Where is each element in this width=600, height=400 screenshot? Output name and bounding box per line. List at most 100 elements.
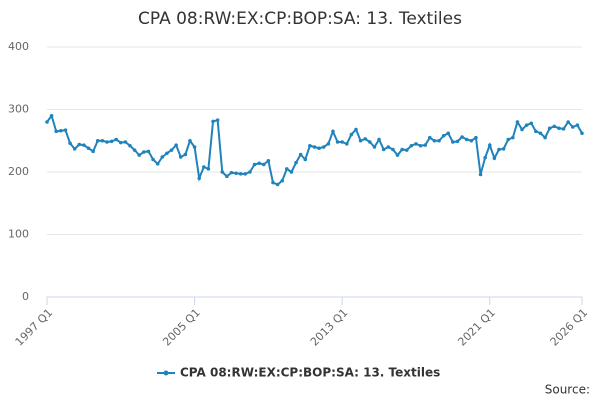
point: [118, 140, 123, 145]
point: [95, 138, 100, 143]
point: [72, 147, 77, 151]
point: [331, 129, 335, 134]
point: [326, 142, 331, 146]
x-tick-label: 2026 Q1: [548, 306, 591, 349]
point: [261, 162, 266, 167]
point: [570, 125, 575, 129]
point: [529, 121, 534, 126]
point: [220, 170, 225, 174]
point: [303, 157, 308, 162]
point: [497, 147, 501, 152]
point: [234, 171, 238, 176]
point: [340, 140, 344, 144]
point: [377, 137, 381, 142]
point: [469, 138, 474, 143]
point: [174, 143, 178, 147]
point: [561, 127, 566, 131]
point: [520, 127, 524, 132]
point: [206, 167, 211, 171]
point: [105, 140, 109, 144]
point: [271, 180, 275, 185]
point: [515, 120, 520, 124]
point: [215, 118, 220, 122]
y-tick-label: 200: [8, 165, 29, 178]
point: [506, 137, 511, 142]
point: [455, 139, 460, 144]
point: [151, 157, 155, 162]
point: [298, 152, 303, 157]
point: [178, 155, 183, 159]
point: [82, 143, 86, 147]
point: [114, 137, 118, 142]
point: [566, 120, 570, 124]
point: [391, 147, 395, 152]
point: [358, 138, 363, 143]
y-tick-label: 0: [22, 290, 29, 303]
point: [395, 153, 400, 157]
point: [409, 143, 414, 148]
point: [123, 140, 128, 144]
point: [400, 147, 404, 152]
point: [229, 170, 234, 175]
point: [363, 137, 368, 141]
point: [68, 141, 72, 146]
point: [165, 151, 169, 156]
y-tick-label: 100: [8, 228, 29, 241]
point: [225, 174, 229, 179]
legend-label: CPA 08:RW:EX:CP:BOP:SA: 13. Textiles: [180, 366, 440, 380]
point: [483, 155, 487, 160]
point: [312, 145, 317, 149]
point: [137, 153, 142, 157]
point: [54, 129, 59, 134]
point: [418, 143, 423, 148]
point: [257, 161, 261, 166]
point: [285, 167, 289, 171]
point: [45, 120, 49, 124]
point: [543, 135, 547, 140]
x-tick-label: 1997 Q1: [13, 306, 56, 349]
point: [294, 160, 298, 165]
point: [321, 145, 326, 149]
point: [109, 139, 114, 144]
x-tick-label: 2005 Q1: [160, 306, 203, 349]
point: [91, 149, 95, 154]
point: [183, 152, 188, 157]
point: [487, 143, 492, 147]
point: [188, 138, 192, 143]
point: [59, 128, 63, 133]
point: [534, 129, 538, 134]
point: [501, 147, 506, 151]
point: [132, 148, 137, 152]
point: [49, 113, 54, 118]
point: [381, 147, 386, 152]
point: [552, 124, 557, 129]
source: Source:: [545, 383, 590, 397]
point: [428, 135, 432, 140]
point: [432, 138, 437, 143]
point: [211, 119, 215, 124]
point: [474, 135, 478, 140]
point: [464, 137, 469, 142]
point: [557, 126, 561, 131]
point: [63, 128, 68, 132]
point: [451, 140, 455, 144]
point: [386, 145, 391, 149]
point: [197, 176, 201, 181]
point: [437, 138, 441, 143]
point: [243, 172, 248, 176]
point: [266, 158, 271, 163]
point: [335, 140, 340, 144]
point: [511, 135, 515, 140]
point: [252, 162, 257, 167]
point: [146, 149, 151, 154]
point: [524, 123, 529, 127]
point: [344, 142, 349, 146]
point: [423, 143, 427, 147]
point: [317, 146, 321, 151]
point: [372, 145, 377, 149]
point: [478, 172, 483, 177]
point: [275, 182, 280, 187]
point: [160, 155, 165, 159]
point: [404, 148, 409, 152]
